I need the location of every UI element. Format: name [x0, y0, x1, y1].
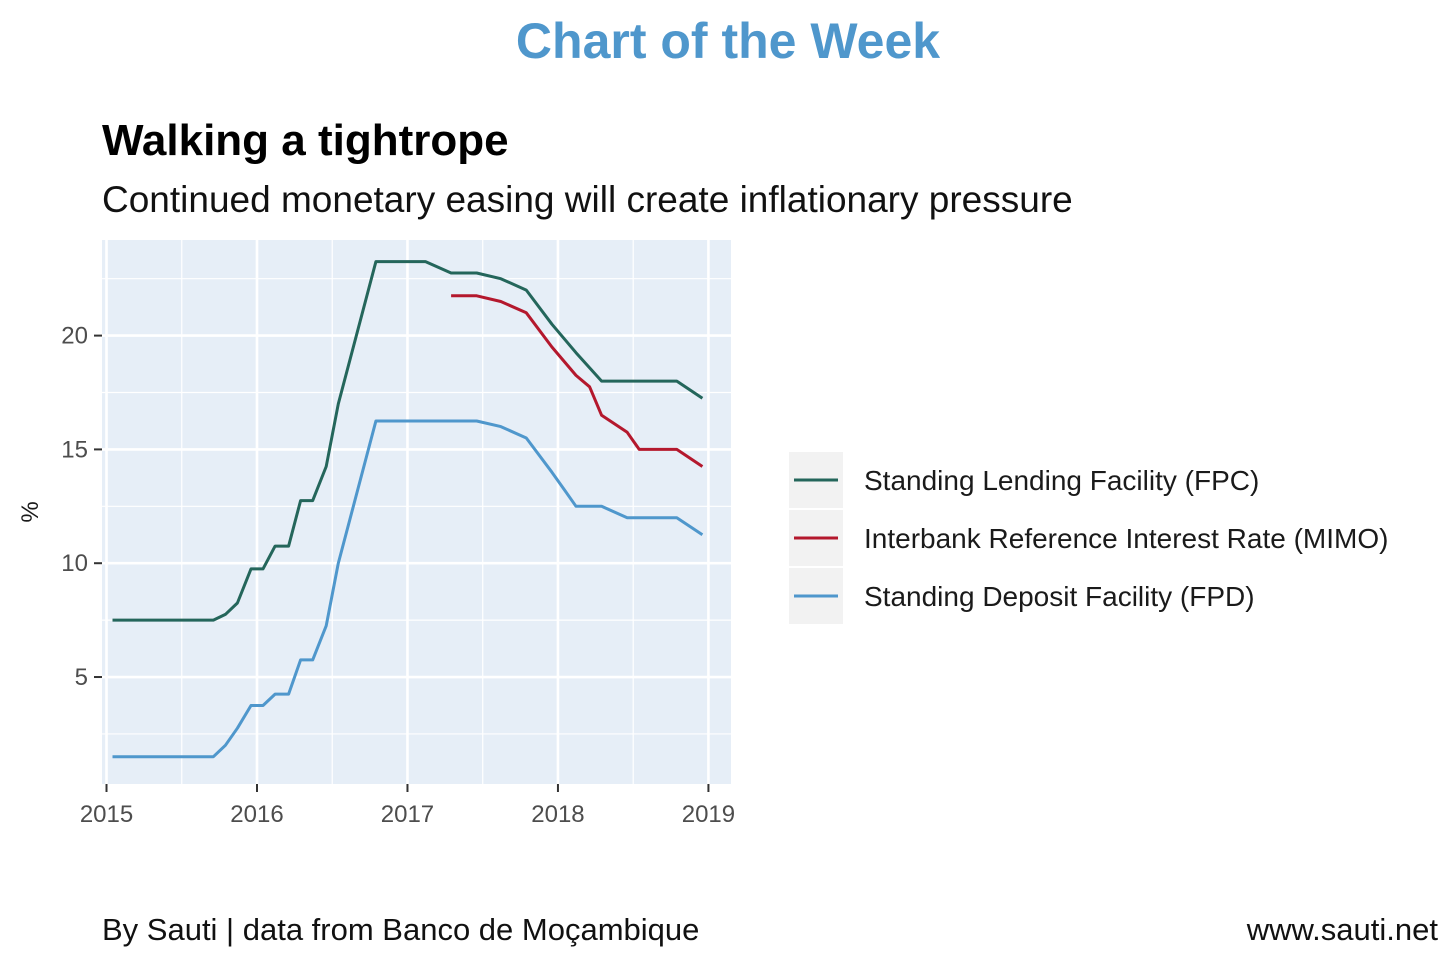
major-gridlines: [102, 240, 731, 784]
plot-panel: [102, 240, 731, 784]
x-tick-label: 2016: [230, 801, 283, 828]
chart-title: Walking a tightrope: [102, 116, 509, 165]
y-tick-label: 20: [61, 323, 88, 350]
chart-subtitle: Continued monetary easing will create in…: [102, 179, 1073, 220]
x-tick-label: 2015: [80, 801, 133, 828]
y-axis-title: %: [17, 501, 44, 522]
website-url: www.sauti.net: [1246, 912, 1438, 947]
series-lines: [112, 260, 704, 759]
legend: Standing Lending Facility (FPC) Interbank…: [789, 452, 1388, 624]
x-tick-label: 2018: [531, 801, 584, 828]
x-axis: 2015 2016 2017 2018 2019: [80, 784, 735, 828]
series-line-3: [112, 419, 704, 759]
source-credit: By Sauti | data from Banco de Moçambique: [102, 912, 700, 947]
y-tick-label: 5: [75, 664, 88, 691]
x-tick-label: 2017: [381, 801, 434, 828]
legend-label: Standing Lending Facility (FPC): [864, 465, 1259, 496]
page-header: Chart of the Week: [515, 13, 941, 69]
minor-gridlines: [102, 240, 731, 784]
y-axis: 5 10 15 20: [61, 323, 102, 691]
series-line-2: [451, 294, 704, 468]
series-line-1: [112, 260, 704, 622]
y-tick-label: 15: [61, 436, 88, 463]
legend-label: Standing Deposit Facility (FPD): [864, 581, 1255, 612]
legend-label: Interbank Reference Interest Rate (MIMO): [864, 523, 1388, 554]
y-tick-label: 10: [61, 550, 88, 577]
x-tick-label: 2019: [682, 801, 735, 828]
